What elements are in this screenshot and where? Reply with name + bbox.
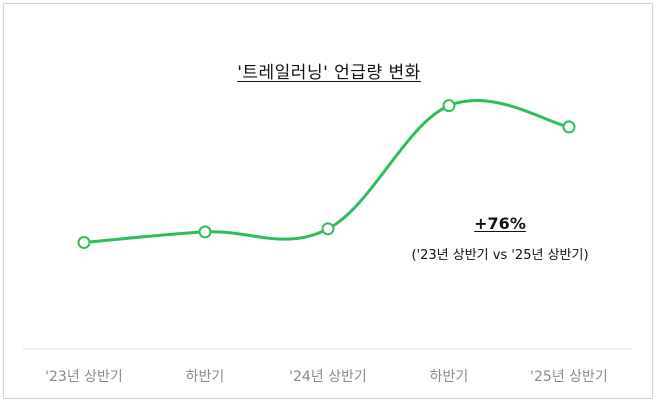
data-point-5 bbox=[562, 120, 576, 134]
x-tick-label-2: 하반기 bbox=[185, 369, 225, 385]
chart-title: '트레일러닝' 언급량 변화 bbox=[0, 58, 658, 83]
annotation-note: ('23년 상반기 vs '25년 상반기) bbox=[411, 248, 589, 263]
x-tick-label-5: '25년 상반기 bbox=[530, 369, 608, 385]
x-tick-label-3: '24년 상반기 bbox=[289, 369, 367, 385]
data-point-4 bbox=[442, 99, 456, 113]
annotation-value-text: +76% bbox=[474, 214, 526, 233]
x-tick-label-4: 하반기 bbox=[429, 369, 469, 385]
data-point-2 bbox=[198, 225, 212, 239]
data-points bbox=[77, 99, 576, 250]
chart-title-text: '트레일러닝' 언급량 변화 bbox=[237, 63, 421, 83]
data-point-1 bbox=[77, 236, 91, 250]
data-point-3 bbox=[321, 222, 335, 236]
annotation-value: +76% bbox=[440, 214, 560, 233]
chart-frame bbox=[3, 3, 653, 399]
x-tick-label-1: '23년 상반기 bbox=[45, 369, 123, 385]
